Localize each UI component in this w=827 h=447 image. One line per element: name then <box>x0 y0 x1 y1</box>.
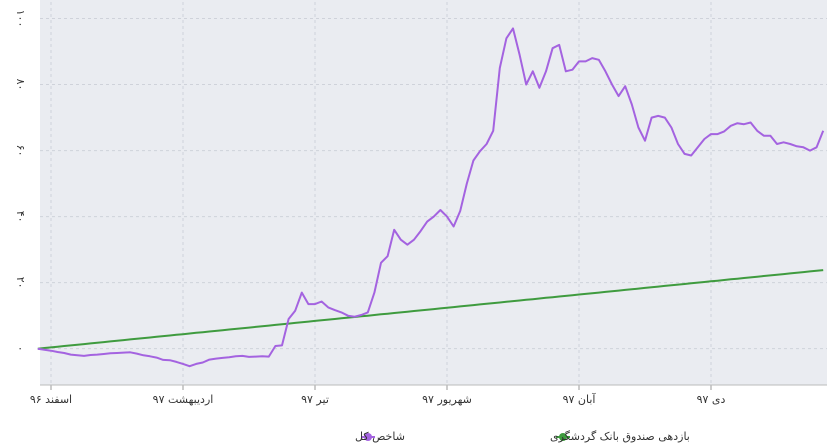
series-line <box>37 27 825 368</box>
legend-marker <box>559 433 567 441</box>
y-tick-label: ۱۰۰ <box>14 10 27 28</box>
legend-label: بازدهی صندوق بانک گردشگری <box>550 430 690 443</box>
legend-label: شاخص کل <box>355 430 405 443</box>
series-line <box>37 269 824 350</box>
y-tick-label: ۸۰ <box>14 79 27 91</box>
x-tick-label: شهریور ۹۷ <box>422 393 472 406</box>
plot-area <box>40 0 827 385</box>
y-tick-label: ۲۰ <box>14 277 27 289</box>
y-tick-label: ۴۰ <box>14 211 27 223</box>
x-tick-label: اسفند ۹۶ <box>30 393 72 406</box>
x-tick-label: دی ۹۷ <box>697 393 726 406</box>
x-tick-label: اردیبهشت ۹۷ <box>153 393 214 406</box>
x-tick-label: تیر ۹۷ <box>301 393 329 406</box>
y-tick-label: ۶۰ <box>14 145 27 157</box>
legend-marker <box>364 433 372 441</box>
x-tick-label: آبان ۹۷ <box>563 392 597 406</box>
y-tick-label: ۰ <box>14 346 27 352</box>
